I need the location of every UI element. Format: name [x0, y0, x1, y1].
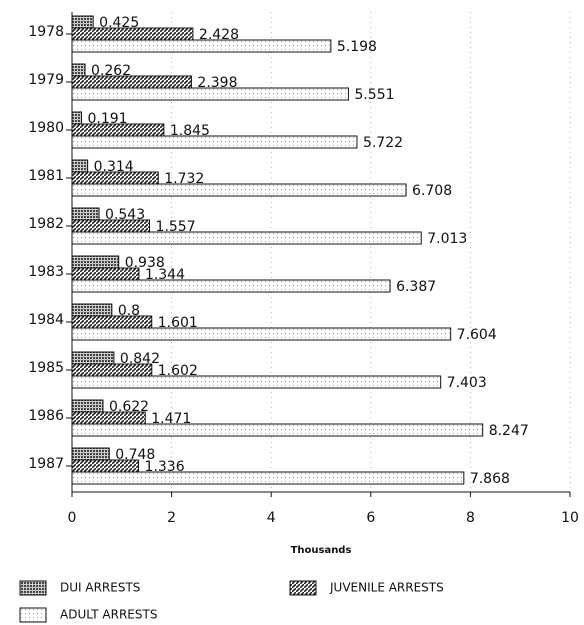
- y-tick-label: 1981: [28, 168, 64, 184]
- y-tick-label: 1980: [28, 120, 64, 136]
- bar: [71, 447, 110, 461]
- y-tick-label: 1978: [28, 24, 64, 40]
- bar: [71, 231, 422, 245]
- bar: [71, 183, 407, 197]
- y-tick-label: 1986: [28, 408, 64, 424]
- x-tick-label: 10: [561, 510, 579, 526]
- data-label: 7.604: [457, 327, 497, 343]
- data-label: 6.708: [412, 183, 452, 199]
- bar: [71, 135, 358, 149]
- bar: [71, 219, 151, 233]
- y-tick-label: 1979: [28, 72, 64, 88]
- bar: [71, 207, 100, 221]
- data-label: 0.622: [109, 399, 149, 415]
- bar: [71, 363, 153, 377]
- data-label: 0.8: [118, 303, 140, 319]
- x-axis-label: Thousands: [291, 545, 352, 556]
- data-label: 0.314: [94, 159, 134, 175]
- data-label: 1.601: [158, 315, 198, 331]
- data-label: 1.557: [156, 219, 196, 235]
- bar: [71, 159, 89, 173]
- bar: [71, 255, 120, 269]
- data-label: 0.262: [91, 63, 131, 79]
- bar: [71, 459, 140, 473]
- bar: [71, 411, 146, 425]
- data-label: 1.602: [158, 363, 198, 379]
- data-label: 7.403: [447, 375, 487, 391]
- bar: [71, 63, 86, 77]
- bar: [71, 267, 140, 281]
- y-tick-label: 1984: [28, 312, 64, 328]
- data-label: 1.845: [170, 123, 210, 139]
- data-label: 0.748: [115, 447, 155, 463]
- x-tick-label: 8: [466, 510, 475, 526]
- bar: [71, 327, 452, 341]
- legend-swatch: [19, 580, 47, 596]
- data-label: 0.543: [105, 207, 145, 223]
- legend-label: ADULT ARRESTS: [60, 608, 157, 622]
- bar: [71, 15, 94, 29]
- data-label: 0.425: [99, 15, 139, 31]
- legend-label: DUI ARRESTS: [60, 581, 140, 595]
- bar: [71, 27, 194, 41]
- bar: [71, 375, 442, 389]
- bar: [71, 111, 83, 125]
- bar: [71, 75, 192, 89]
- bar: [71, 87, 349, 101]
- bar: [71, 399, 104, 413]
- y-tick-label: 1982: [28, 216, 64, 232]
- data-label: 5.198: [337, 39, 377, 55]
- data-label: 7.013: [427, 231, 467, 247]
- data-label: 1.732: [164, 171, 204, 187]
- data-label: 1.336: [145, 459, 185, 475]
- bar: [71, 171, 159, 185]
- data-label: 5.551: [354, 87, 394, 103]
- data-label: 6.387: [396, 279, 436, 295]
- data-label: 1.471: [151, 411, 191, 427]
- x-tick-label: 4: [267, 510, 276, 526]
- legend-label: JUVENILE ARRESTS: [329, 581, 444, 595]
- bar: [71, 303, 113, 317]
- y-tick-label: 1983: [28, 264, 64, 280]
- bar: [71, 279, 391, 293]
- data-label: 7.868: [470, 471, 510, 487]
- bar: [71, 351, 115, 365]
- data-label: 0.191: [88, 111, 128, 127]
- legend-swatch: [19, 607, 47, 623]
- data-label: 2.398: [197, 75, 237, 91]
- bar: [71, 123, 165, 137]
- y-tick-label: 1985: [28, 360, 64, 376]
- bar: [71, 315, 153, 329]
- y-tick-label: 1987: [28, 456, 64, 472]
- data-label: 8.247: [489, 423, 529, 439]
- bar: [71, 471, 465, 485]
- data-label: 1.344: [145, 267, 185, 283]
- x-tick-label: 0: [68, 510, 77, 526]
- data-label: 0.842: [120, 351, 160, 367]
- x-tick-label: 6: [366, 510, 375, 526]
- bar: [71, 423, 484, 437]
- data-label: 2.428: [199, 27, 239, 43]
- data-label: 5.722: [363, 135, 403, 151]
- data-label: 0.938: [125, 255, 165, 271]
- x-tick-label: 2: [167, 510, 176, 526]
- legend-swatch: [289, 580, 317, 596]
- bar: [71, 39, 332, 53]
